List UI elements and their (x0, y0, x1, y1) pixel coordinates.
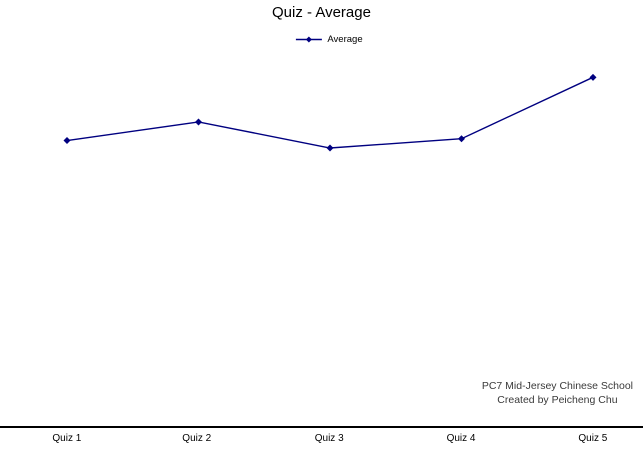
data-point-marker (326, 144, 334, 152)
x-axis-label: Quiz 1 (52, 433, 82, 444)
x-axis-label: Quiz 4 (446, 433, 476, 444)
annotation-line-2: Created by Peicheng Chu (497, 394, 618, 406)
legend-label: Average (327, 33, 363, 45)
x-axis-label: Quiz 2 (182, 433, 212, 444)
annotation-line-1: PC7 Mid-Jersey Chinese School (481, 380, 633, 392)
legend: Average (294, 32, 363, 46)
annotation: PC7 Mid-Jersey Chinese School Created by… (482, 379, 633, 407)
data-point-marker (589, 73, 597, 81)
x-axis-label: Quiz 5 (578, 433, 608, 444)
data-point-marker (195, 118, 202, 126)
x-axis-line (0, 426, 643, 428)
series-line (66, 76, 594, 149)
data-point-marker (458, 135, 465, 143)
chart-title: Quiz - Average (272, 4, 371, 21)
data-point-marker (305, 36, 312, 42)
x-axis-label: Quiz 3 (314, 433, 344, 444)
legend-line-marker-icon (295, 36, 322, 42)
data-point-marker (63, 137, 71, 145)
